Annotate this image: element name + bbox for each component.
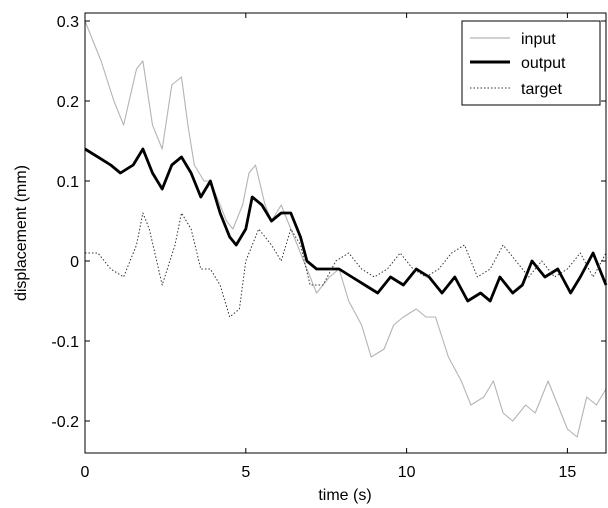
y-tick-label-0: -0.2 bbox=[51, 414, 79, 431]
legend-label-output: output bbox=[521, 55, 566, 72]
y-axis-label: displacement (mm) bbox=[13, 165, 30, 301]
x-tick-label-1: 5 bbox=[241, 464, 250, 481]
plot-frame bbox=[84, 12, 607, 454]
y-tick-label-2: 0 bbox=[70, 254, 79, 271]
series-line-target bbox=[85, 212, 607, 318]
legend-label-input: input bbox=[521, 31, 556, 48]
legend: input output target bbox=[461, 20, 601, 106]
ticks-layer: 0 5 10 15 -0.2 -0.1 0 0.1 0.2 0.3 bbox=[51, 13, 606, 481]
y-tick-label-1: -0.1 bbox=[51, 334, 79, 351]
series-line-output bbox=[84, 147, 608, 303]
y-tick-label-5: 0.3 bbox=[57, 14, 79, 31]
x-tick-label-3: 15 bbox=[559, 464, 577, 481]
x-tick-label-2: 10 bbox=[398, 464, 416, 481]
x-axis-label: time (s) bbox=[318, 487, 371, 504]
legend-label-target: target bbox=[521, 81, 562, 98]
y-tick-label-3: 0.1 bbox=[57, 174, 79, 191]
series-layer bbox=[84, 20, 608, 438]
y-tick-label-4: 0.2 bbox=[57, 94, 79, 111]
x-tick-label-0: 0 bbox=[81, 464, 90, 481]
